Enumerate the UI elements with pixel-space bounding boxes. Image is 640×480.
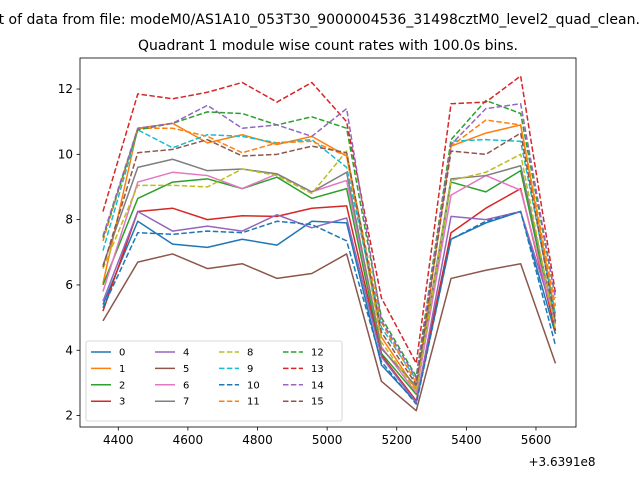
series-line-1 bbox=[102, 122, 557, 391]
series-line-9 bbox=[102, 129, 557, 381]
legend-label-12: 12 bbox=[311, 348, 324, 359]
legend-label-14: 14 bbox=[311, 380, 324, 391]
x-tick-label-4800: 4800 bbox=[242, 433, 273, 447]
legend-label-8: 8 bbox=[247, 348, 253, 359]
y-tick-label-12: 12 bbox=[58, 82, 73, 96]
series-line-8 bbox=[102, 150, 557, 392]
plot-area: 4400 4600 4800 5000 5200 5400 5600246810120123… bbox=[58, 57, 577, 447]
legend-label-10: 10 bbox=[247, 380, 260, 391]
legend-label-13: 13 bbox=[311, 364, 324, 375]
figure-suptitle: Plot of data from file: modeM0/AS1A10_05… bbox=[0, 12, 640, 28]
series-line-10 bbox=[102, 210, 557, 405]
legend-label-6: 6 bbox=[183, 380, 189, 391]
series-line-2 bbox=[102, 169, 557, 396]
x-tick-label-4400: 4400 bbox=[103, 433, 134, 447]
series-line-7 bbox=[102, 158, 557, 387]
legend-label-11: 11 bbox=[247, 397, 260, 408]
y-tick-label-2: 2 bbox=[65, 409, 73, 423]
x-tick-label-4600: 4600 bbox=[173, 433, 204, 447]
series-line-13 bbox=[102, 75, 557, 365]
x-tick-label-5200: 5200 bbox=[381, 433, 412, 447]
legend-label-3: 3 bbox=[119, 397, 125, 408]
series-line-11 bbox=[102, 119, 557, 384]
chart-title: Quadrant 1 module wise count rates with … bbox=[138, 38, 518, 54]
y-tick-label-4: 4 bbox=[65, 343, 73, 357]
series-line-0 bbox=[102, 210, 557, 404]
y-tick-label-10: 10 bbox=[58, 147, 73, 161]
series-line-6 bbox=[102, 171, 557, 394]
series-line-4 bbox=[102, 210, 557, 404]
series-line-14 bbox=[102, 102, 557, 379]
series-line-3 bbox=[102, 187, 557, 402]
legend-label-4: 4 bbox=[183, 348, 189, 359]
legend-frame bbox=[85, 340, 343, 422]
legend-label-1: 1 bbox=[119, 364, 125, 375]
axes-frame bbox=[79, 57, 577, 428]
y-tick-label-8: 8 bbox=[65, 213, 73, 227]
legend-label-15: 15 bbox=[311, 397, 324, 408]
x-tick-label-5600: 5600 bbox=[521, 433, 552, 447]
legend-label-2: 2 bbox=[119, 380, 125, 391]
series-line-15 bbox=[102, 132, 557, 386]
series-line-12 bbox=[102, 99, 557, 378]
legend-label-5: 5 bbox=[183, 364, 189, 375]
x-tick-label-5000: 5000 bbox=[312, 433, 343, 447]
y-tick-label-6: 6 bbox=[65, 278, 73, 292]
series-line-5 bbox=[102, 253, 557, 412]
legend-label-0: 0 bbox=[119, 348, 125, 359]
legend-label-9: 9 bbox=[247, 364, 253, 375]
legend-label-7: 7 bbox=[183, 397, 189, 408]
x-tick-label-5400: 5400 bbox=[451, 433, 482, 447]
x-axis-offset-label: +3.6391e8 bbox=[528, 455, 595, 469]
